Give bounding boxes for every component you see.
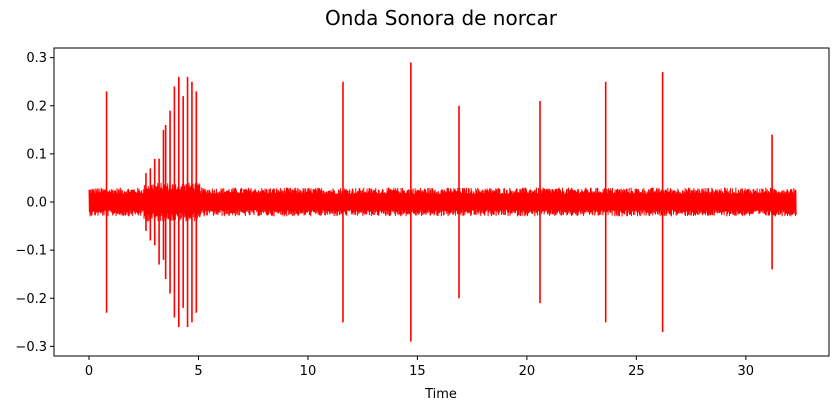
x-axis-ticks: 0 5 10 15 20 25 30 [85, 356, 754, 379]
y-tick-label: 0.2 [26, 99, 47, 114]
y-tick-label: −0.3 [15, 340, 47, 355]
chart-title: Onda Sonora de norcar [325, 6, 558, 30]
x-tick-label: 5 [194, 364, 202, 379]
y-tick-label: 0.0 [26, 196, 47, 211]
x-tick-label: 10 [300, 364, 317, 379]
waveform-line [88, 182, 797, 222]
y-axis-ticks: −0.3 −0.2 −0.1 0.0 0.1 0.2 0.3 [15, 51, 54, 355]
x-tick-label: 20 [519, 364, 536, 379]
x-axis-label: Time [424, 387, 457, 402]
x-tick-label: 0 [85, 364, 93, 379]
x-tick-label: 15 [409, 364, 426, 379]
y-tick-label: 0.3 [26, 51, 47, 66]
y-tick-label: −0.1 [15, 244, 47, 259]
x-tick-label: 25 [628, 364, 645, 379]
x-tick-label: 30 [738, 364, 755, 379]
y-tick-label: −0.2 [15, 292, 47, 307]
y-tick-label: 0.1 [26, 147, 47, 162]
plot-area [88, 62, 797, 342]
